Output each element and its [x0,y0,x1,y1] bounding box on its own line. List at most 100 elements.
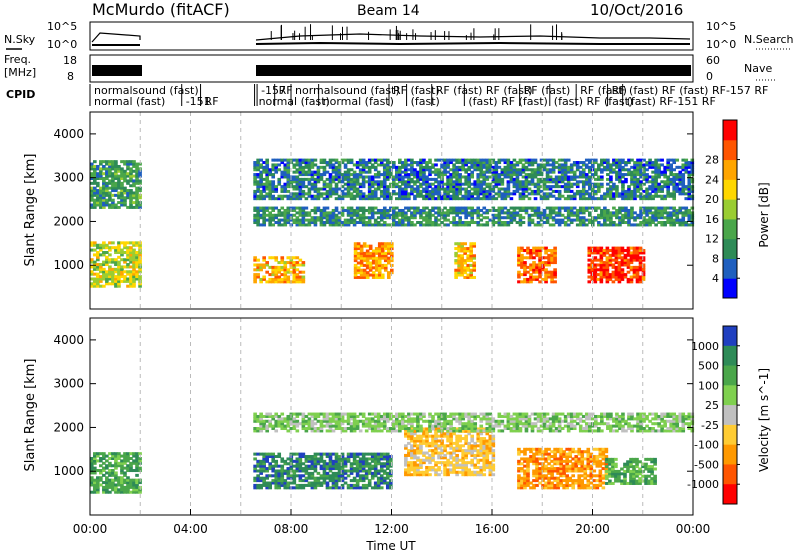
echo-cell [319,218,324,222]
echo-cell [578,221,583,225]
echo-cell [129,169,133,173]
echo-cell [271,277,276,281]
echo-cell [407,468,411,472]
echo-cell [340,194,345,198]
echo-cell [135,454,139,458]
echo-cell [626,277,631,281]
echo-cell [678,206,683,210]
echo-cell [129,250,133,255]
echo-cell [395,175,399,179]
echo-cell [111,452,115,456]
echo-cell [635,249,640,253]
echo-cell [353,266,358,270]
echo-cell [382,471,387,475]
echo-cell [253,476,257,480]
echo-cell [376,483,381,487]
echo-cell [506,194,511,198]
echo-cell [457,268,461,272]
echo-cell [597,223,601,227]
echo-cell [563,163,568,167]
echo-cell [96,250,100,255]
echo-cell [594,177,598,181]
echo-cell [271,175,276,179]
echo-cell [470,158,475,162]
echo-cell [452,451,456,455]
echo-cell [518,187,523,191]
echo-cell [343,163,348,167]
echo-cell [286,158,291,162]
echo-cell [90,193,94,197]
echo-cell [657,187,661,191]
echo-cell [539,218,544,222]
echo-cell [256,476,260,480]
echo-cell [271,187,276,191]
echo-cell [392,206,396,210]
echo-cell [548,177,553,181]
echo-cell [385,452,390,456]
echo-cell [648,223,652,227]
echo-cell [596,273,601,277]
echo-cell [304,165,309,169]
echo-cell [463,268,467,272]
echo-cell [334,182,339,186]
echo-cell [551,185,556,189]
echo-cell [515,182,520,186]
echo-cell [132,160,136,164]
echo-cell [425,213,429,217]
echo-cell [606,161,610,165]
echo-cell [461,165,465,169]
echo-cell [469,254,474,258]
echo-cell [268,452,273,456]
echo-cell [458,192,462,196]
echo-cell [114,483,118,487]
echo-cell [460,256,464,260]
echo-cell [672,213,677,217]
echo-cell [280,187,285,191]
echo-cell [422,175,426,179]
echo-cell [626,251,631,255]
echo-cell [126,272,130,276]
echo-cell [265,476,269,480]
echo-cell [322,474,327,478]
echo-cell [277,474,282,478]
echo-cell [678,182,683,186]
echo-cell [371,256,376,260]
echo-cell [277,483,282,487]
echo-cell [328,216,333,220]
echo-cell [96,267,100,271]
echo-cell [428,465,432,469]
echo-cell [666,163,670,167]
echo-cell [277,275,282,279]
echo-cell [388,483,393,487]
echo-cell [587,194,592,198]
echo-cell [262,263,266,267]
echo-cell [469,273,474,277]
echo-cell [512,206,517,210]
echo-cell [135,177,139,181]
echo-cell [581,161,586,165]
echo-cell [466,266,470,270]
echo-cell [521,221,526,225]
echo-cell [277,464,282,468]
echo-cell [497,213,502,217]
echo-cell [472,263,477,267]
echo-cell [596,251,601,255]
echo-cell [687,189,692,193]
echo-cell [401,194,405,198]
echo-cell [132,258,136,262]
echo-cell [554,165,559,169]
echo-cell [463,271,467,275]
echo-cell [663,173,667,177]
echo-cell [123,488,127,492]
echo-cell [515,187,520,191]
echo-cell [277,476,282,480]
echo-cell [458,465,462,469]
echo-cell [307,223,312,227]
echo-cell [602,273,607,277]
echo-cell [621,158,625,162]
echo-cell [572,175,577,179]
echo-cell [536,189,541,193]
echo-cell [334,223,339,227]
echo-cell [102,181,106,185]
echo-cell [349,177,354,181]
